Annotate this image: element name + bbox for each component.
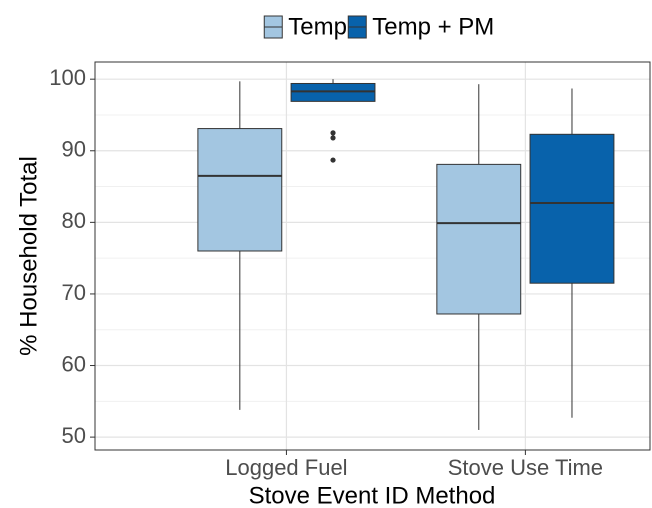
outlier bbox=[330, 130, 336, 136]
y-tick-label: 100 bbox=[49, 65, 86, 90]
box bbox=[529, 133, 615, 284]
outlier bbox=[330, 135, 336, 141]
y-tick-label: 90 bbox=[62, 137, 86, 162]
x-tick-label: Logged Fuel bbox=[225, 455, 347, 480]
x-axis-title: Stove Event ID Method bbox=[249, 482, 496, 508]
x-tick-label: Stove Use Time bbox=[448, 455, 603, 480]
box bbox=[290, 82, 376, 102]
y-tick-label: 70 bbox=[62, 280, 86, 305]
y-tick-label: 60 bbox=[62, 351, 86, 376]
outlier bbox=[330, 157, 336, 163]
y-tick-label: 80 bbox=[62, 208, 86, 233]
y-axis-title: % Household Total bbox=[15, 156, 42, 356]
legend-label: Temp + PM bbox=[372, 13, 494, 40]
panel-border bbox=[94, 61, 651, 451]
legend-label: Temp bbox=[288, 13, 347, 40]
box bbox=[436, 163, 522, 315]
y-tick-label: 50 bbox=[62, 423, 86, 448]
box bbox=[197, 128, 283, 252]
